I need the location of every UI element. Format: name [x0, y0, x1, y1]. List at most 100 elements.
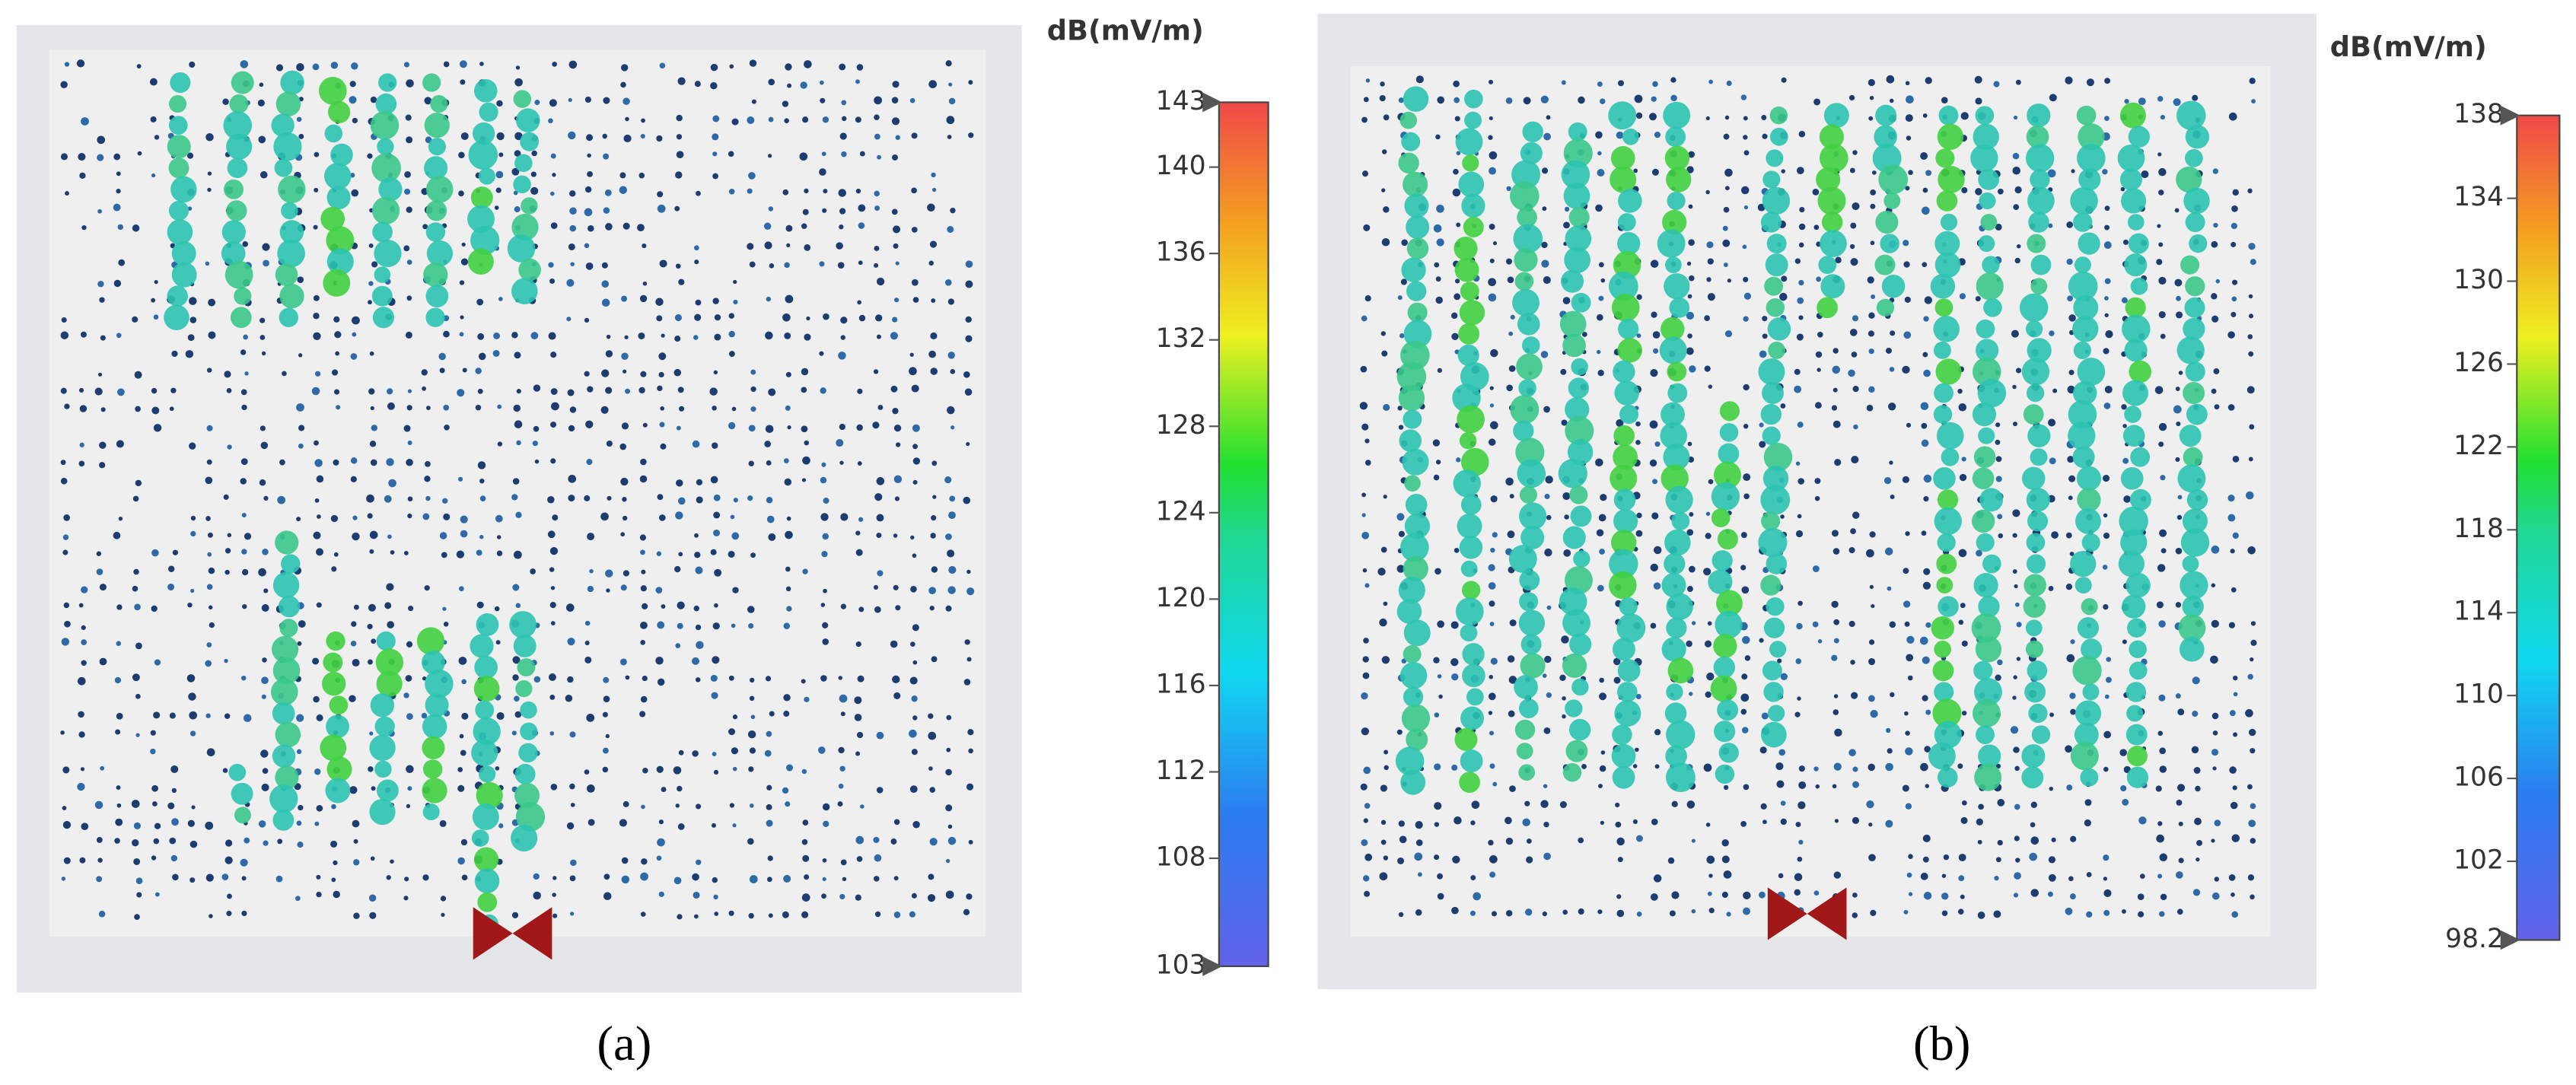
dot — [766, 819, 773, 827]
dot — [1960, 894, 1965, 899]
dot — [1714, 721, 1736, 743]
dot — [316, 548, 323, 556]
dot — [1664, 145, 1690, 171]
dot — [1904, 296, 1911, 303]
dot — [498, 297, 503, 301]
dot — [747, 116, 755, 124]
dot — [2175, 387, 2180, 391]
dot — [430, 95, 448, 113]
dot — [2230, 549, 2235, 554]
dot — [822, 803, 830, 811]
dot — [552, 876, 557, 880]
dot — [693, 335, 699, 340]
dot — [895, 605, 901, 611]
dot — [565, 694, 573, 702]
dot — [710, 674, 718, 682]
dot — [1514, 272, 1534, 291]
dot — [1691, 908, 1696, 914]
dot — [855, 530, 861, 536]
dot — [1651, 96, 1657, 102]
dot — [944, 476, 952, 484]
dot — [439, 368, 445, 374]
dot — [1760, 212, 1782, 233]
dot — [169, 837, 177, 845]
dot — [660, 406, 664, 411]
dot — [1959, 293, 1966, 300]
dot — [79, 405, 88, 412]
dot — [1743, 276, 1749, 282]
dot — [948, 511, 956, 520]
dot — [947, 352, 955, 359]
dot — [2186, 489, 2208, 511]
dot — [187, 334, 195, 342]
dot — [1851, 692, 1858, 699]
dot — [458, 657, 467, 665]
dot — [1383, 601, 1388, 606]
dot — [750, 406, 756, 412]
dot — [2104, 385, 2113, 393]
dot — [330, 840, 338, 848]
dot — [692, 657, 700, 665]
dot — [261, 783, 269, 791]
dot — [1489, 674, 1493, 679]
dot — [804, 333, 811, 341]
dot — [513, 635, 537, 657]
dot — [802, 819, 809, 826]
dot — [950, 207, 956, 214]
dot — [1762, 316, 1768, 322]
dot — [712, 151, 718, 157]
dot — [153, 314, 159, 320]
dot — [2068, 475, 2076, 482]
dot — [622, 369, 627, 374]
dot — [945, 890, 954, 899]
dot — [1934, 298, 1953, 317]
dot — [2180, 571, 2208, 600]
dot — [1597, 370, 1604, 377]
dot — [767, 877, 772, 883]
dot — [1613, 250, 1641, 279]
dot — [639, 294, 648, 303]
dot — [403, 62, 409, 68]
dot — [441, 912, 445, 918]
dot — [944, 279, 952, 286]
dot — [78, 731, 85, 738]
dot — [372, 221, 393, 243]
dot — [116, 712, 123, 720]
dot — [1686, 311, 1695, 320]
dot — [1776, 780, 1785, 788]
dot — [677, 823, 685, 830]
dot — [513, 404, 521, 412]
dot — [1471, 800, 1480, 810]
dot — [2103, 348, 2110, 355]
dot — [1559, 310, 1587, 338]
dot — [2027, 511, 2049, 532]
dot — [1489, 167, 1496, 175]
dot — [349, 96, 357, 104]
dot — [2030, 278, 2048, 295]
dot — [2047, 169, 2056, 178]
dot — [1490, 657, 1498, 665]
dot — [224, 713, 231, 719]
dot — [64, 620, 71, 628]
dot — [946, 116, 955, 125]
dot — [840, 317, 848, 324]
dot — [172, 873, 179, 881]
dot — [2021, 766, 2044, 789]
dot — [929, 240, 938, 248]
dot — [1796, 622, 1803, 630]
dot — [642, 675, 648, 682]
dot — [443, 61, 450, 68]
dot — [513, 90, 532, 108]
dot — [1654, 132, 1661, 138]
dot — [1363, 638, 1369, 644]
dot — [912, 444, 919, 450]
dot — [1715, 610, 1743, 639]
dot — [2231, 311, 2237, 317]
dot — [1869, 96, 1874, 100]
dot — [822, 638, 829, 645]
dot — [132, 316, 139, 323]
dot — [1415, 75, 1424, 84]
dot — [2246, 491, 2254, 500]
dot — [1795, 658, 1802, 664]
dot — [909, 785, 918, 794]
